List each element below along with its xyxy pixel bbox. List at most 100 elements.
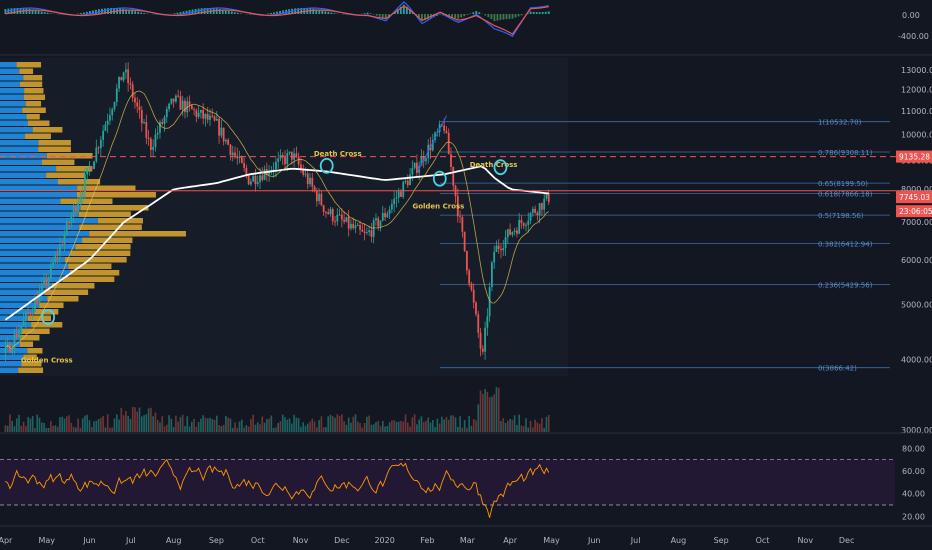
volume-bar — [470, 425, 473, 432]
macd-histogram-bar — [544, 11, 547, 14]
fib-level-label: 0.65(8199.50) — [818, 180, 868, 188]
candle-body — [250, 181, 252, 185]
volume-bar — [372, 424, 375, 432]
volume-profile-bar-down — [0, 185, 78, 191]
candle-body — [500, 248, 502, 251]
macd-histogram-bar — [345, 14, 348, 15]
macd-histogram-bar — [472, 12, 475, 14]
candle-body — [40, 284, 43, 292]
volume-profile-bar-up — [38, 140, 71, 146]
candle-body — [306, 173, 309, 185]
volume-bar — [36, 414, 39, 432]
price-tick-label: 10000.00 — [901, 130, 932, 139]
macd-histogram-bar — [532, 11, 535, 14]
volume-profile-bar-up — [27, 120, 50, 126]
volume-profile-bar-down — [0, 62, 17, 68]
macd-histogram-bar — [92, 10, 94, 14]
macd-histogram-bar — [333, 13, 336, 14]
volume-bar — [172, 427, 175, 432]
macd-histogram-bar — [143, 13, 146, 14]
macd-histogram-bar — [297, 8, 300, 14]
candle-body — [18, 331, 20, 338]
candle-body — [415, 162, 418, 173]
macd-histogram-bar — [454, 14, 457, 19]
volume-bar — [61, 416, 64, 432]
candle-body — [252, 175, 255, 182]
candle-body — [34, 298, 36, 313]
macd-histogram-bar — [487, 14, 490, 18]
volume-bar — [106, 414, 109, 432]
macd-histogram-bar — [128, 9, 131, 14]
macd-histogram-bar — [508, 14, 511, 19]
annotations: Golden Cross Death Cross Golden Cross Death… — [21, 115, 517, 364]
candle-body — [545, 192, 548, 199]
volume-profile-bar-down — [0, 68, 20, 74]
volume-profile-bar-up — [20, 335, 40, 341]
volume-profile-bar-down — [0, 81, 20, 87]
volume-bar — [547, 415, 550, 432]
candle-body — [465, 250, 468, 271]
candle-body — [350, 223, 352, 229]
volume-bar — [354, 414, 357, 432]
candle-body — [136, 102, 139, 107]
volume-profile-bar-up — [76, 192, 156, 198]
macd-histogram-bar — [224, 10, 227, 14]
macd-histogram-bar — [79, 13, 82, 14]
volume-profile-bar-down — [0, 328, 22, 334]
volume-bar — [461, 427, 464, 432]
volume-bar — [193, 418, 195, 432]
candle-body — [209, 115, 211, 120]
candle-body — [336, 214, 339, 222]
volume-bar — [122, 415, 125, 432]
candle-body — [352, 223, 355, 229]
candle-body — [456, 196, 459, 217]
volume-bar — [263, 422, 266, 432]
macd-histogram-bar — [502, 14, 505, 20]
volume-bar — [477, 404, 480, 432]
volume-profile-bar-up — [25, 101, 42, 107]
candle-body — [240, 156, 243, 163]
volume-profile — [0, 62, 186, 373]
volume-bar — [11, 420, 13, 432]
volume-bar — [425, 421, 427, 432]
volume-profile-bar-up — [46, 172, 85, 178]
volume-bar — [391, 420, 393, 432]
candle-body — [459, 216, 461, 218]
volume-bar — [488, 397, 491, 432]
macd-histogram-bar — [104, 8, 106, 14]
volume-profile-bar-down — [0, 192, 77, 198]
cross-marker-circle — [319, 157, 334, 174]
candle-body — [113, 101, 116, 110]
candle-body — [143, 122, 145, 124]
volume-profile-bar-up — [19, 341, 34, 347]
volume-bar — [134, 407, 136, 432]
volume-profile-bar-down — [0, 179, 58, 185]
candle-body — [56, 255, 59, 257]
candle-body — [129, 83, 132, 85]
volume-bar — [72, 426, 75, 432]
volume-bar — [318, 420, 320, 432]
price-label-text: 23:06:05 — [899, 207, 932, 216]
candle-body — [384, 213, 386, 218]
volume-bar — [350, 422, 352, 432]
volume-bar — [343, 421, 345, 432]
macd-histogram-bar — [511, 14, 514, 19]
macd-histogram-bar — [176, 12, 179, 14]
volume-bar — [395, 421, 398, 432]
candle-body — [127, 69, 130, 84]
candle-body — [325, 211, 327, 213]
candle-body — [372, 220, 375, 237]
time-tick-label: Jun — [587, 536, 601, 545]
volume-profile-bar-up — [19, 68, 34, 74]
macd-histogram-bar — [478, 12, 481, 14]
volume-bar — [4, 425, 7, 432]
candle-body — [470, 283, 473, 290]
volume-bar — [75, 427, 77, 432]
volume-bar — [479, 390, 482, 432]
volume-bar — [529, 421, 532, 432]
volume-profile-bar-up — [57, 179, 101, 185]
volume-profile-bar-up — [39, 302, 64, 308]
macd-line — [5, 1, 549, 37]
volume-bar — [95, 420, 98, 432]
